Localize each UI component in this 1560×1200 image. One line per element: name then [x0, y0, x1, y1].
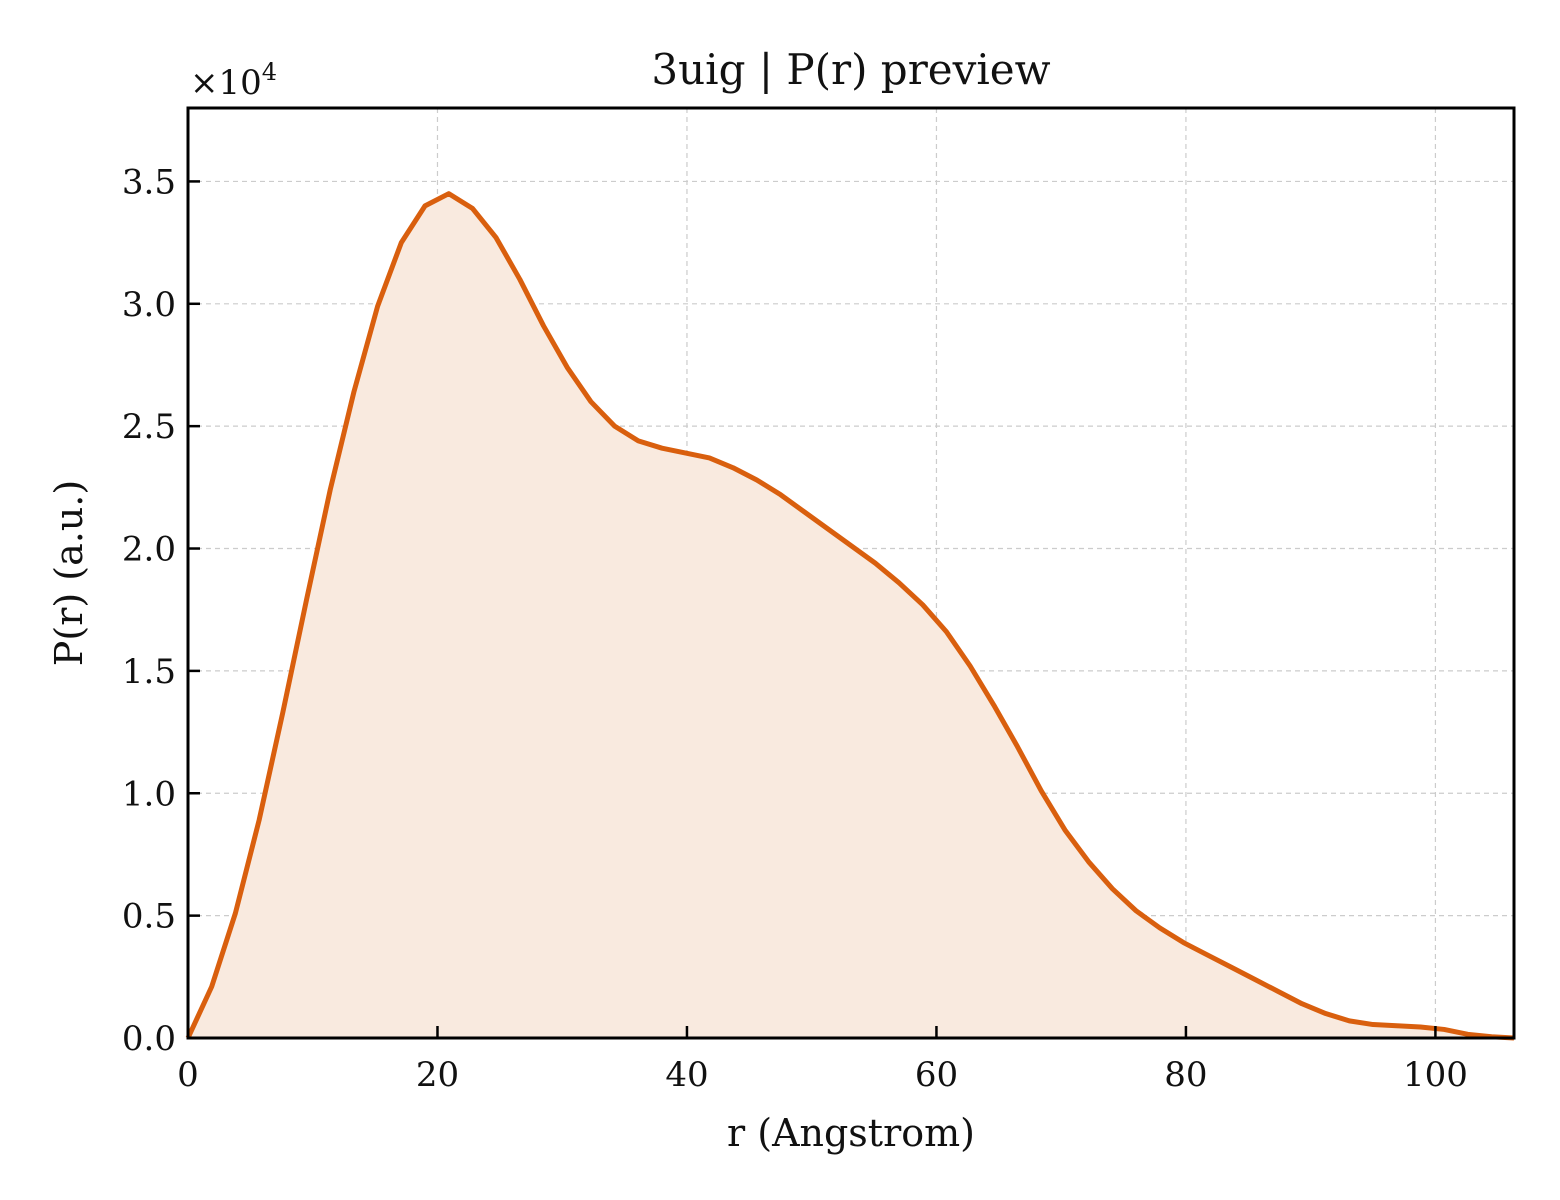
y-multiplier-base: ×10 — [190, 63, 262, 103]
x-tick-label: 60 — [915, 1055, 958, 1095]
y-tick-label: 3.5 — [122, 162, 176, 202]
y-tick-label: 0.0 — [122, 1019, 176, 1059]
x-tick-label: 20 — [416, 1055, 459, 1095]
y-tick-label: 1.0 — [122, 774, 176, 814]
x-tick-label: 0 — [177, 1055, 199, 1095]
x-tick-label: 40 — [665, 1055, 708, 1095]
y-multiplier-exponent: 4 — [262, 58, 277, 86]
y-tick-label: 2.5 — [122, 407, 176, 447]
y-axis-label: P(r) (a.u.) — [47, 480, 91, 666]
y-tick-label: 3.0 — [122, 285, 176, 325]
chart-title: 3uig | P(r) preview — [651, 45, 1050, 94]
x-tick-label: 100 — [1403, 1055, 1468, 1095]
x-axis-label: r (Angstrom) — [727, 1111, 975, 1155]
series-line — [185, 191, 1515, 1041]
y-tick-label: 1.5 — [122, 652, 176, 692]
y-tick-label: 0.5 — [122, 897, 176, 937]
y-tick-label: 2.0 — [122, 530, 176, 570]
ticks: 0 20 40 60 80 100 0.0 0.5 1.0 1.5 2.0 2.5 3.0 3.5 — [122, 162, 1468, 1095]
plot-frame — [186, 106, 1516, 1040]
x-tick-label: 80 — [1164, 1055, 1207, 1095]
y-multiplier: ×104 — [190, 58, 277, 103]
area-fill — [188, 193, 1514, 1038]
